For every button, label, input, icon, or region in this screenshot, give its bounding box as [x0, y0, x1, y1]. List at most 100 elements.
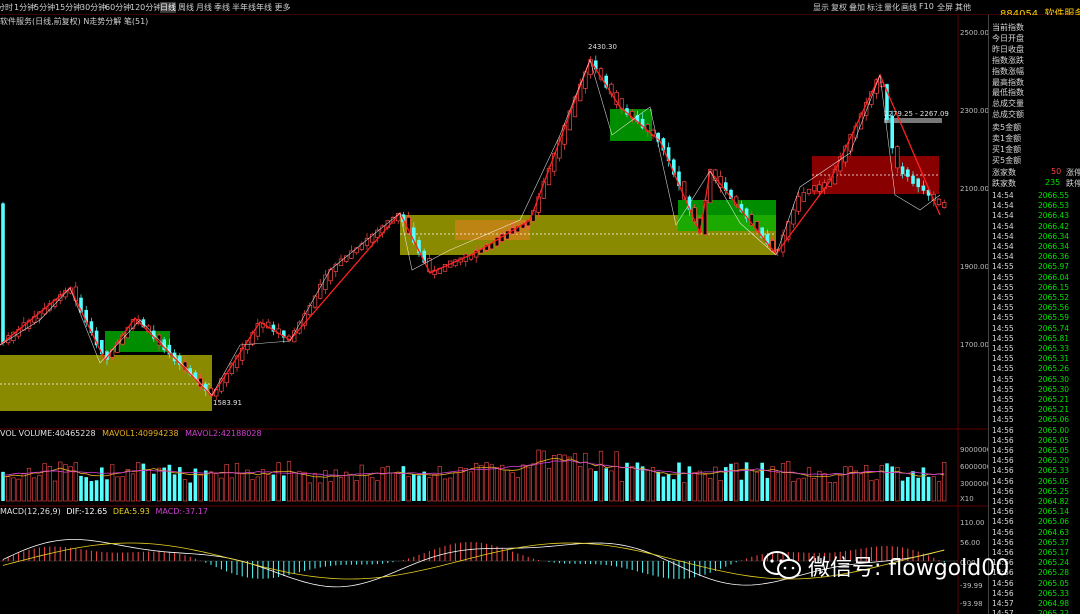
- display-button[interactable]: 显示: [813, 3, 829, 12]
- volume-bar: [375, 480, 380, 502]
- volume-bar: [531, 463, 536, 502]
- tick-price: 2065.17: [1038, 548, 1070, 557]
- volume-bar: [79, 475, 83, 501]
- tick-time: 14:56: [992, 527, 1014, 537]
- timeframe-tab-yearly-more[interactable]: 年线 更多: [256, 3, 291, 12]
- volume-bar: [765, 477, 770, 501]
- volume-bar: [770, 466, 775, 502]
- candle: [796, 192, 801, 216]
- tick-price: 2065.31: [1038, 354, 1070, 364]
- stock-name: 软件服务: [1044, 9, 1080, 20]
- candle: [318, 279, 323, 300]
- volume-bar: [178, 467, 182, 501]
- stock-title: 884054 软件服务: [1000, 5, 1080, 20]
- tick-price: 2066.53: [1038, 201, 1070, 211]
- draw-line-button[interactable]: 画线: [901, 3, 917, 12]
- timeframe-tab-monthly[interactable]: 月线: [196, 3, 212, 12]
- timeframe-tab-halfyear[interactable]: 半年线: [232, 3, 256, 12]
- tick-price: 2065.33: [1038, 466, 1070, 476]
- timeframe-tab-120min[interactable]: 120分钟: [130, 3, 162, 12]
- tick-price: 2065.33: [1038, 588, 1070, 598]
- volume-bar: [510, 472, 515, 502]
- tick-price: 2065.97: [1038, 262, 1070, 272]
- tick-time: 14:55: [992, 364, 1014, 374]
- down-limit-label: 跌停: [1066, 179, 1080, 188]
- candle: [900, 162, 905, 179]
- candle: [812, 185, 817, 195]
- candle: [453, 259, 458, 268]
- tick-time: 14:57: [992, 609, 1014, 614]
- candle: [323, 269, 328, 295]
- watermark-text: 微信号: flowgold00: [808, 556, 1010, 581]
- volume-bar: [744, 462, 749, 501]
- adjust-button[interactable]: 复权: [831, 3, 847, 12]
- volume-bar: [806, 467, 812, 502]
- up-count-label: 涨家数: [992, 168, 1016, 177]
- volume-bar: [333, 469, 338, 502]
- index-field-label: 指数涨幅: [992, 66, 1024, 76]
- tick-time: 14:54: [992, 201, 1014, 211]
- volume-bar: [162, 467, 166, 501]
- timeframe-tab-5min[interactable]: 5分钟: [34, 3, 56, 12]
- volume-bar: [318, 482, 323, 502]
- quant-button[interactable]: 量化: [884, 3, 900, 12]
- tick-row: 14:54 2066.34: [992, 242, 1080, 251]
- timeframe-tab-quarterly[interactable]: 季线: [214, 3, 230, 12]
- timeframe-tab-1min[interactable]: 1分钟: [14, 3, 36, 12]
- range-bar: [884, 118, 942, 123]
- candle: [312, 295, 318, 310]
- f10-button[interactable]: F10: [919, 2, 934, 11]
- mavol2-line: [2, 460, 945, 476]
- volume-bar: [936, 481, 942, 502]
- timeframe-tab-30min[interactable]: 30分钟: [80, 3, 107, 12]
- volume-bar: [666, 474, 671, 501]
- volume-bar: [494, 467, 500, 502]
- volume-bar: [780, 463, 786, 502]
- tick-time: 14:55: [992, 333, 1014, 343]
- volume-bar: [152, 473, 156, 501]
- volume-bar: [536, 449, 541, 502]
- volume-bar: [1, 471, 5, 501]
- tick-price: 2065.21: [1038, 405, 1070, 415]
- tick-row: 14:56 2065.33: [992, 466, 1080, 475]
- volume-bar: [100, 467, 104, 501]
- volume-bar: [594, 470, 598, 501]
- timeframe-tab-intraday[interactable]: 分时: [0, 3, 13, 12]
- kline-chart[interactable]: 2430.30 1583.91 2279.25 - 2267.09: [0, 15, 988, 614]
- tick-time: 14:56: [992, 548, 1014, 557]
- volume-bar: [500, 464, 505, 502]
- volume-bar: [385, 466, 390, 502]
- mavol2-label: MAVOL2:42188028: [185, 429, 262, 438]
- volume-bar: [879, 464, 884, 502]
- volume-bar: [234, 463, 240, 502]
- volume-bar: [260, 469, 266, 502]
- tick-row: 14:56 2065.17: [992, 548, 1080, 557]
- volume-bar: [307, 482, 312, 502]
- fullscreen-button[interactable]: 全屏: [937, 3, 953, 12]
- down-count-label: 跌家数: [992, 179, 1016, 188]
- volume-bar: [338, 477, 344, 502]
- volume-bar: [286, 461, 292, 502]
- dea-label: DEA:5.93: [112, 507, 150, 516]
- tick-price: 2066.04: [1038, 272, 1070, 282]
- other-button[interactable]: 其他: [955, 3, 971, 12]
- candle: [172, 349, 177, 365]
- index-field-label: 今日开盘: [992, 33, 1024, 43]
- overlay-button[interactable]: 叠加: [849, 3, 865, 12]
- order-field-label: 卖1金额: [992, 133, 1022, 143]
- timeframe-tab-weekly[interactable]: 周线: [178, 3, 194, 12]
- dif-label: DIF:-12.65: [66, 507, 108, 516]
- volume-bar: [448, 477, 453, 502]
- sub-stroke-line: [0, 59, 941, 396]
- volume-bar: [105, 479, 109, 501]
- tick-row: 14:55 2065.74: [992, 324, 1080, 333]
- volume-bar: [677, 462, 681, 501]
- timeframe-tab-daily[interactable]: 日线: [160, 2, 176, 13]
- volume-bar: [474, 463, 479, 502]
- tick-time: 14:55: [992, 293, 1014, 302]
- timeframe-tab-15min[interactable]: 15分钟: [55, 3, 82, 12]
- candle: [333, 262, 338, 278]
- tick-price: 2064.98: [1038, 599, 1070, 608]
- annotate-button[interactable]: 标注: [867, 3, 883, 12]
- timeframe-tab-60min[interactable]: 60分钟: [105, 3, 132, 12]
